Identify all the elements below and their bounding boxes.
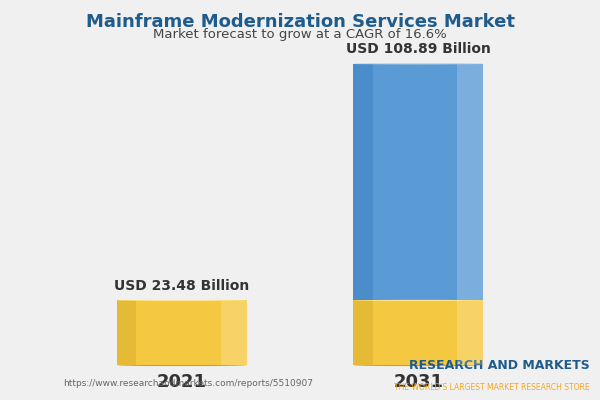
Text: USD 108.89 Billion: USD 108.89 Billion (346, 42, 491, 56)
Text: 2031: 2031 (394, 373, 443, 391)
FancyBboxPatch shape (353, 64, 484, 300)
Text: Mainframe Modernization Services Market: Mainframe Modernization Services Market (86, 13, 515, 31)
Text: https://www.researchandmarkets.com/reports/5510907: https://www.researchandmarkets.com/repor… (64, 379, 313, 388)
Ellipse shape (353, 63, 484, 64)
Ellipse shape (136, 300, 227, 301)
Ellipse shape (353, 365, 484, 366)
Ellipse shape (353, 300, 484, 301)
FancyBboxPatch shape (457, 300, 484, 366)
FancyBboxPatch shape (116, 300, 247, 366)
Text: USD 23.48 Billion: USD 23.48 Billion (114, 279, 249, 293)
Text: RESEARCH AND MARKETS: RESEARCH AND MARKETS (409, 359, 590, 372)
Ellipse shape (353, 300, 484, 301)
FancyBboxPatch shape (221, 300, 247, 366)
Ellipse shape (116, 300, 247, 301)
FancyBboxPatch shape (353, 300, 484, 366)
FancyBboxPatch shape (116, 300, 136, 366)
FancyBboxPatch shape (353, 300, 373, 366)
Ellipse shape (373, 300, 464, 301)
FancyBboxPatch shape (353, 64, 373, 300)
Text: THE WORLD'S LARGEST MARKET RESEARCH STORE: THE WORLD'S LARGEST MARKET RESEARCH STOR… (394, 383, 590, 392)
Text: Market forecast to grow at a CAGR of 16.6%: Market forecast to grow at a CAGR of 16.… (153, 28, 447, 41)
Ellipse shape (116, 365, 247, 366)
FancyBboxPatch shape (457, 64, 484, 300)
Text: 2021: 2021 (157, 373, 206, 391)
